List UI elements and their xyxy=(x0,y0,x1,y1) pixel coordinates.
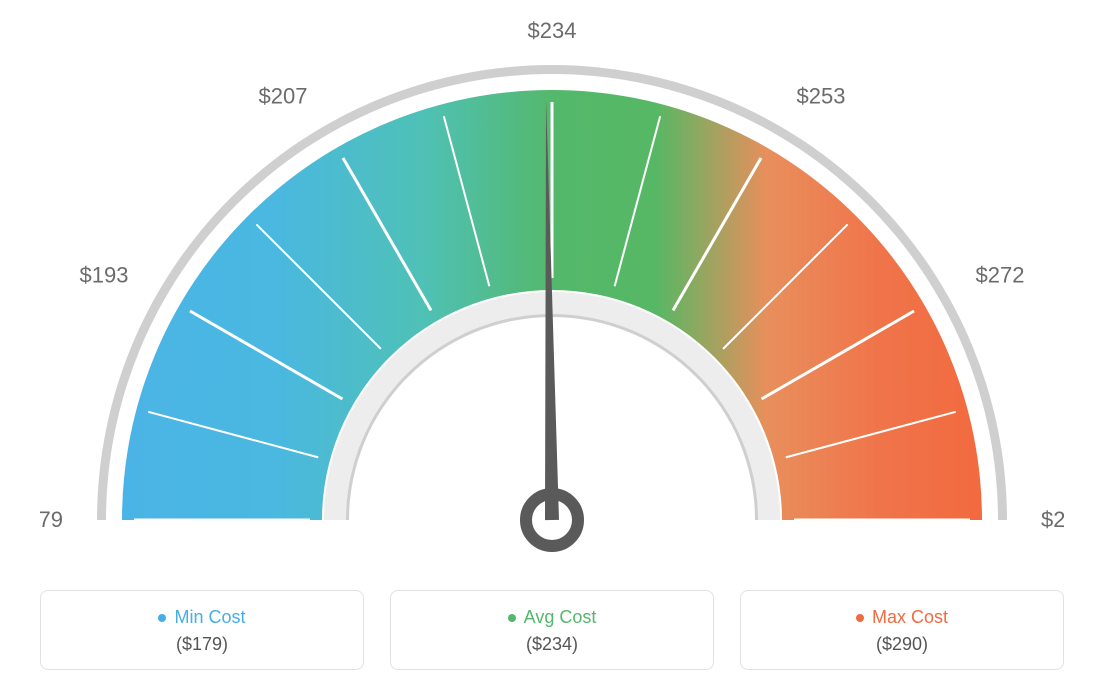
gauge-tick-label: $207 xyxy=(259,84,308,109)
gauge-tick-label: $272 xyxy=(975,263,1024,288)
legend-value-min: ($179) xyxy=(51,634,353,655)
legend-dot-avg xyxy=(508,614,516,622)
legend-label-avg: Avg Cost xyxy=(524,607,597,628)
legend-label-min: Min Cost xyxy=(174,607,245,628)
legend-card-avg: Avg Cost ($234) xyxy=(390,590,714,670)
legend-value-avg: ($234) xyxy=(401,634,703,655)
legend-dot-min xyxy=(158,614,166,622)
gauge: $179 $193 $207 $234 $253 $272 $290 xyxy=(40,20,1064,580)
legend-value-max: ($290) xyxy=(751,634,1053,655)
gauge-chart-container: $179 $193 $207 $234 $253 $272 $290 Min Cost ($… xyxy=(0,0,1104,690)
legend-card-max: Max Cost ($290) xyxy=(740,590,1064,670)
gauge-tick-label: $179 xyxy=(40,507,63,532)
gauge-tick-label: $290 xyxy=(1041,507,1064,532)
legend-label-max: Max Cost xyxy=(872,607,948,628)
legend-card-min: Min Cost ($179) xyxy=(40,590,364,670)
gauge-svg: $179 $193 $207 $234 $253 $272 $290 xyxy=(40,20,1064,580)
legend-row: Min Cost ($179) Avg Cost ($234) Max Cost… xyxy=(40,590,1064,670)
gauge-tick-label: $253 xyxy=(797,84,846,109)
gauge-tick-label: $193 xyxy=(80,263,129,288)
legend-dot-max xyxy=(856,614,864,622)
gauge-tick-label: $234 xyxy=(528,20,577,43)
